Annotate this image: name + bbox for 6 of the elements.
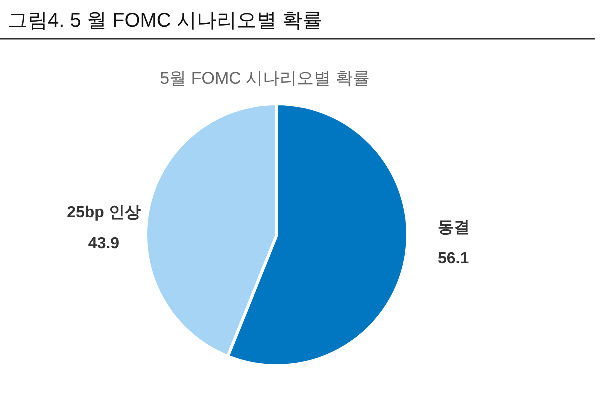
slice-label: 동결 (438, 220, 470, 237)
chart-title: 그림4. 5 월 FOMC 시나리오별 확률 (8, 10, 322, 32)
chart-subtitle: 5월 FOMC 시나리오별 확률 (160, 69, 370, 88)
data-label: 43.9 (88, 235, 120, 252)
data-label: 56.1 (438, 250, 470, 268)
slice-label: 25bp 인상 (67, 204, 141, 222)
